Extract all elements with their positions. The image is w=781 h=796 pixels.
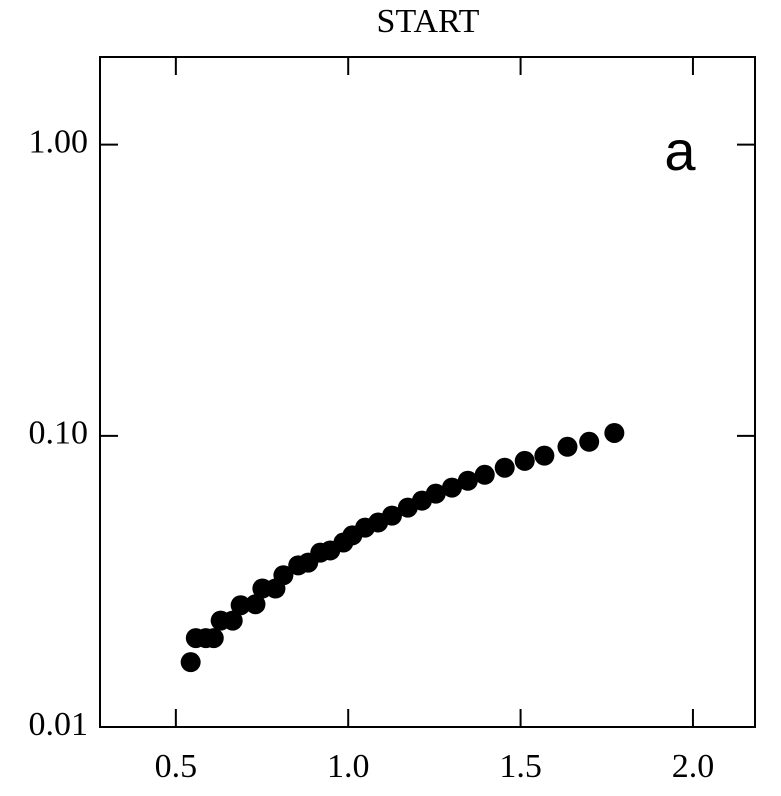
point [203,628,224,649]
y-tick-label: 0.01 [29,706,89,743]
point [604,422,625,443]
point [579,431,600,452]
x-tick-label: 0.5 [155,748,198,785]
point [425,483,446,504]
y-tick-label: 1.00 [29,123,89,160]
point [381,505,402,526]
point [457,470,478,491]
y-tick-label: 0.10 [29,415,89,452]
x-tick-label: 1.5 [499,748,542,785]
point [494,457,515,478]
point [180,652,201,673]
x-tick-label: 1.0 [327,748,370,785]
point [441,477,462,498]
point [557,436,578,457]
point [474,464,495,485]
point [514,450,535,471]
x-tick-label: 2.0 [672,748,715,785]
plot-frame [99,56,756,728]
point [245,594,266,615]
point [534,445,555,466]
point [273,565,294,586]
point [230,595,251,616]
chart-title: START [377,3,480,40]
panel-label: a [664,119,696,182]
point [222,610,243,631]
